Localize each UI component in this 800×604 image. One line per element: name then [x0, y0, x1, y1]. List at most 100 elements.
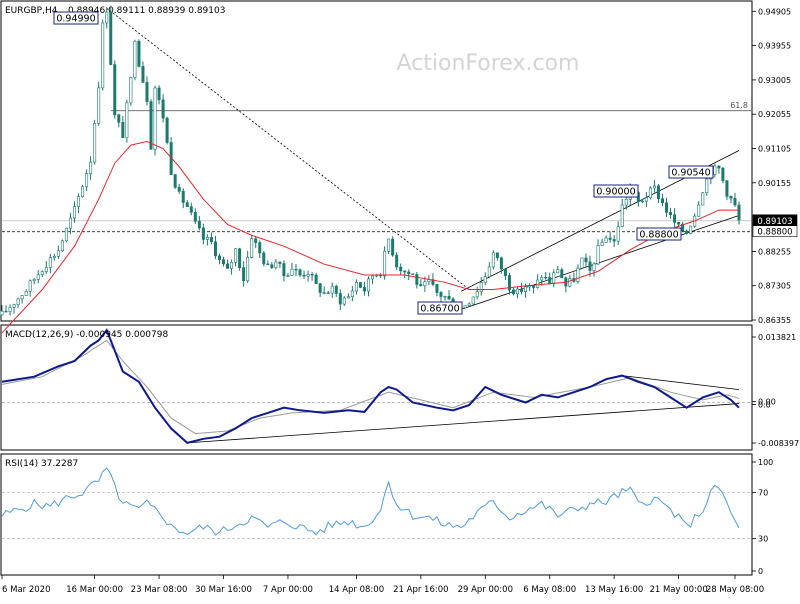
candle-body	[620, 204, 624, 228]
candle-body	[72, 206, 76, 219]
candle-body	[419, 284, 423, 287]
candle-body	[411, 273, 415, 275]
candle-body	[12, 304, 16, 308]
macd-layer	[1, 328, 751, 445]
candle-body	[48, 257, 52, 268]
candle-body	[463, 305, 467, 309]
candle-body	[242, 267, 246, 282]
candle-body	[40, 271, 44, 275]
candle-body	[89, 161, 93, 174]
candle-body	[4, 310, 8, 313]
candle-body	[290, 268, 294, 276]
candle-body	[77, 196, 81, 207]
candle-body	[520, 288, 524, 292]
x-axis-label: 23 Mar 08:00	[131, 585, 188, 595]
candle-body	[44, 267, 48, 272]
candle-body	[177, 187, 181, 192]
candle-body	[153, 87, 157, 150]
candle-body	[358, 282, 362, 288]
candle-body	[213, 241, 217, 257]
candle-body	[254, 238, 258, 243]
candle-body	[612, 239, 616, 242]
candle-body	[660, 198, 664, 204]
candle-body	[511, 289, 515, 295]
candle-body	[568, 278, 572, 287]
candle-body	[608, 237, 612, 240]
candle-body	[656, 185, 660, 199]
candle-body	[503, 268, 507, 276]
price-axis-marker-label: 0.88800	[757, 228, 792, 238]
candle-body	[515, 288, 519, 295]
price-y-tick-label: 0.90155	[758, 179, 791, 188]
candle-body	[395, 254, 399, 268]
x-axis-label: 6 May 08:00	[523, 585, 576, 595]
candle-body	[185, 202, 189, 207]
candle-body	[399, 266, 403, 272]
fib-618-label: 61.8	[730, 101, 748, 110]
candle-body	[302, 274, 306, 277]
macd-panel-frame	[0, 324, 753, 451]
candle-body	[274, 261, 278, 269]
price-y-tick-label: 0.86355	[758, 316, 791, 325]
candle-body	[407, 271, 411, 275]
price-y-tick-label: 0.94905	[758, 7, 791, 16]
price-annotation-label: 0.88800	[639, 230, 678, 241]
candle-body	[362, 287, 366, 292]
candle-body	[222, 259, 226, 265]
candle-body	[330, 285, 334, 294]
price-annotation-label: 0.94990	[56, 14, 95, 25]
candle-body	[310, 274, 314, 276]
candle-body	[350, 290, 354, 297]
candle-body	[205, 237, 209, 240]
candle-body	[326, 292, 330, 294]
channel-lower-line	[460, 215, 740, 310]
candle-body	[81, 186, 85, 197]
price-annotation-label: 0.90000	[596, 187, 635, 198]
price-y-tick-label: 0.91105	[758, 145, 791, 154]
price-annotation-label: 0.90540	[671, 168, 710, 179]
candle-body	[737, 204, 741, 221]
candle-body	[149, 101, 153, 150]
candle-body	[113, 64, 117, 116]
x-axis-label: 13 May 16:00	[585, 585, 643, 595]
candle-body	[499, 257, 503, 270]
candle-body	[713, 165, 717, 175]
candle-body	[56, 250, 60, 257]
candle-body	[161, 99, 165, 119]
rsi-y-tick-label: 0	[758, 567, 763, 576]
candle-body	[193, 212, 197, 222]
price-y-tick-label: 0.93955	[758, 42, 791, 51]
x-axis-layer: 6 Mar 2020 16 Mar 00:00 23 Mar 08:00 30 Mar…	[1, 575, 764, 595]
rsi-line	[1, 467, 740, 536]
candle-body	[16, 298, 20, 305]
price-annotation-label: 0.86700	[420, 304, 459, 315]
price-annotation-box	[417, 301, 463, 315]
candle-body	[318, 283, 322, 293]
candle-body	[596, 245, 600, 265]
candle-body	[173, 174, 177, 188]
price-y-tick-label: 0.87305	[758, 282, 791, 291]
candle-body	[282, 263, 286, 277]
macd-signal-line	[1, 339, 740, 435]
x-axis-label: 28 May 08:00	[706, 585, 764, 595]
x-axis-label: 6 Mar 2020	[2, 585, 50, 595]
candle-body	[548, 277, 552, 285]
candle-body	[8, 307, 12, 312]
candle-body	[536, 279, 540, 288]
candle-body	[286, 275, 290, 277]
candle-body	[584, 257, 588, 263]
candle-body	[487, 266, 491, 278]
x-axis-label: 16 Mar 00:00	[66, 585, 123, 595]
candle-body	[165, 117, 169, 143]
candle-body	[262, 252, 266, 265]
candle-body	[439, 292, 443, 297]
candle-body	[28, 280, 32, 292]
candle-body	[560, 269, 564, 279]
candle-body	[109, 11, 113, 65]
candle-body	[431, 279, 435, 285]
moving-average-line	[1, 140, 739, 334]
price-y-tick-label: 0.93005	[758, 76, 791, 85]
candle-body	[495, 252, 499, 259]
candle-body	[366, 278, 370, 292]
